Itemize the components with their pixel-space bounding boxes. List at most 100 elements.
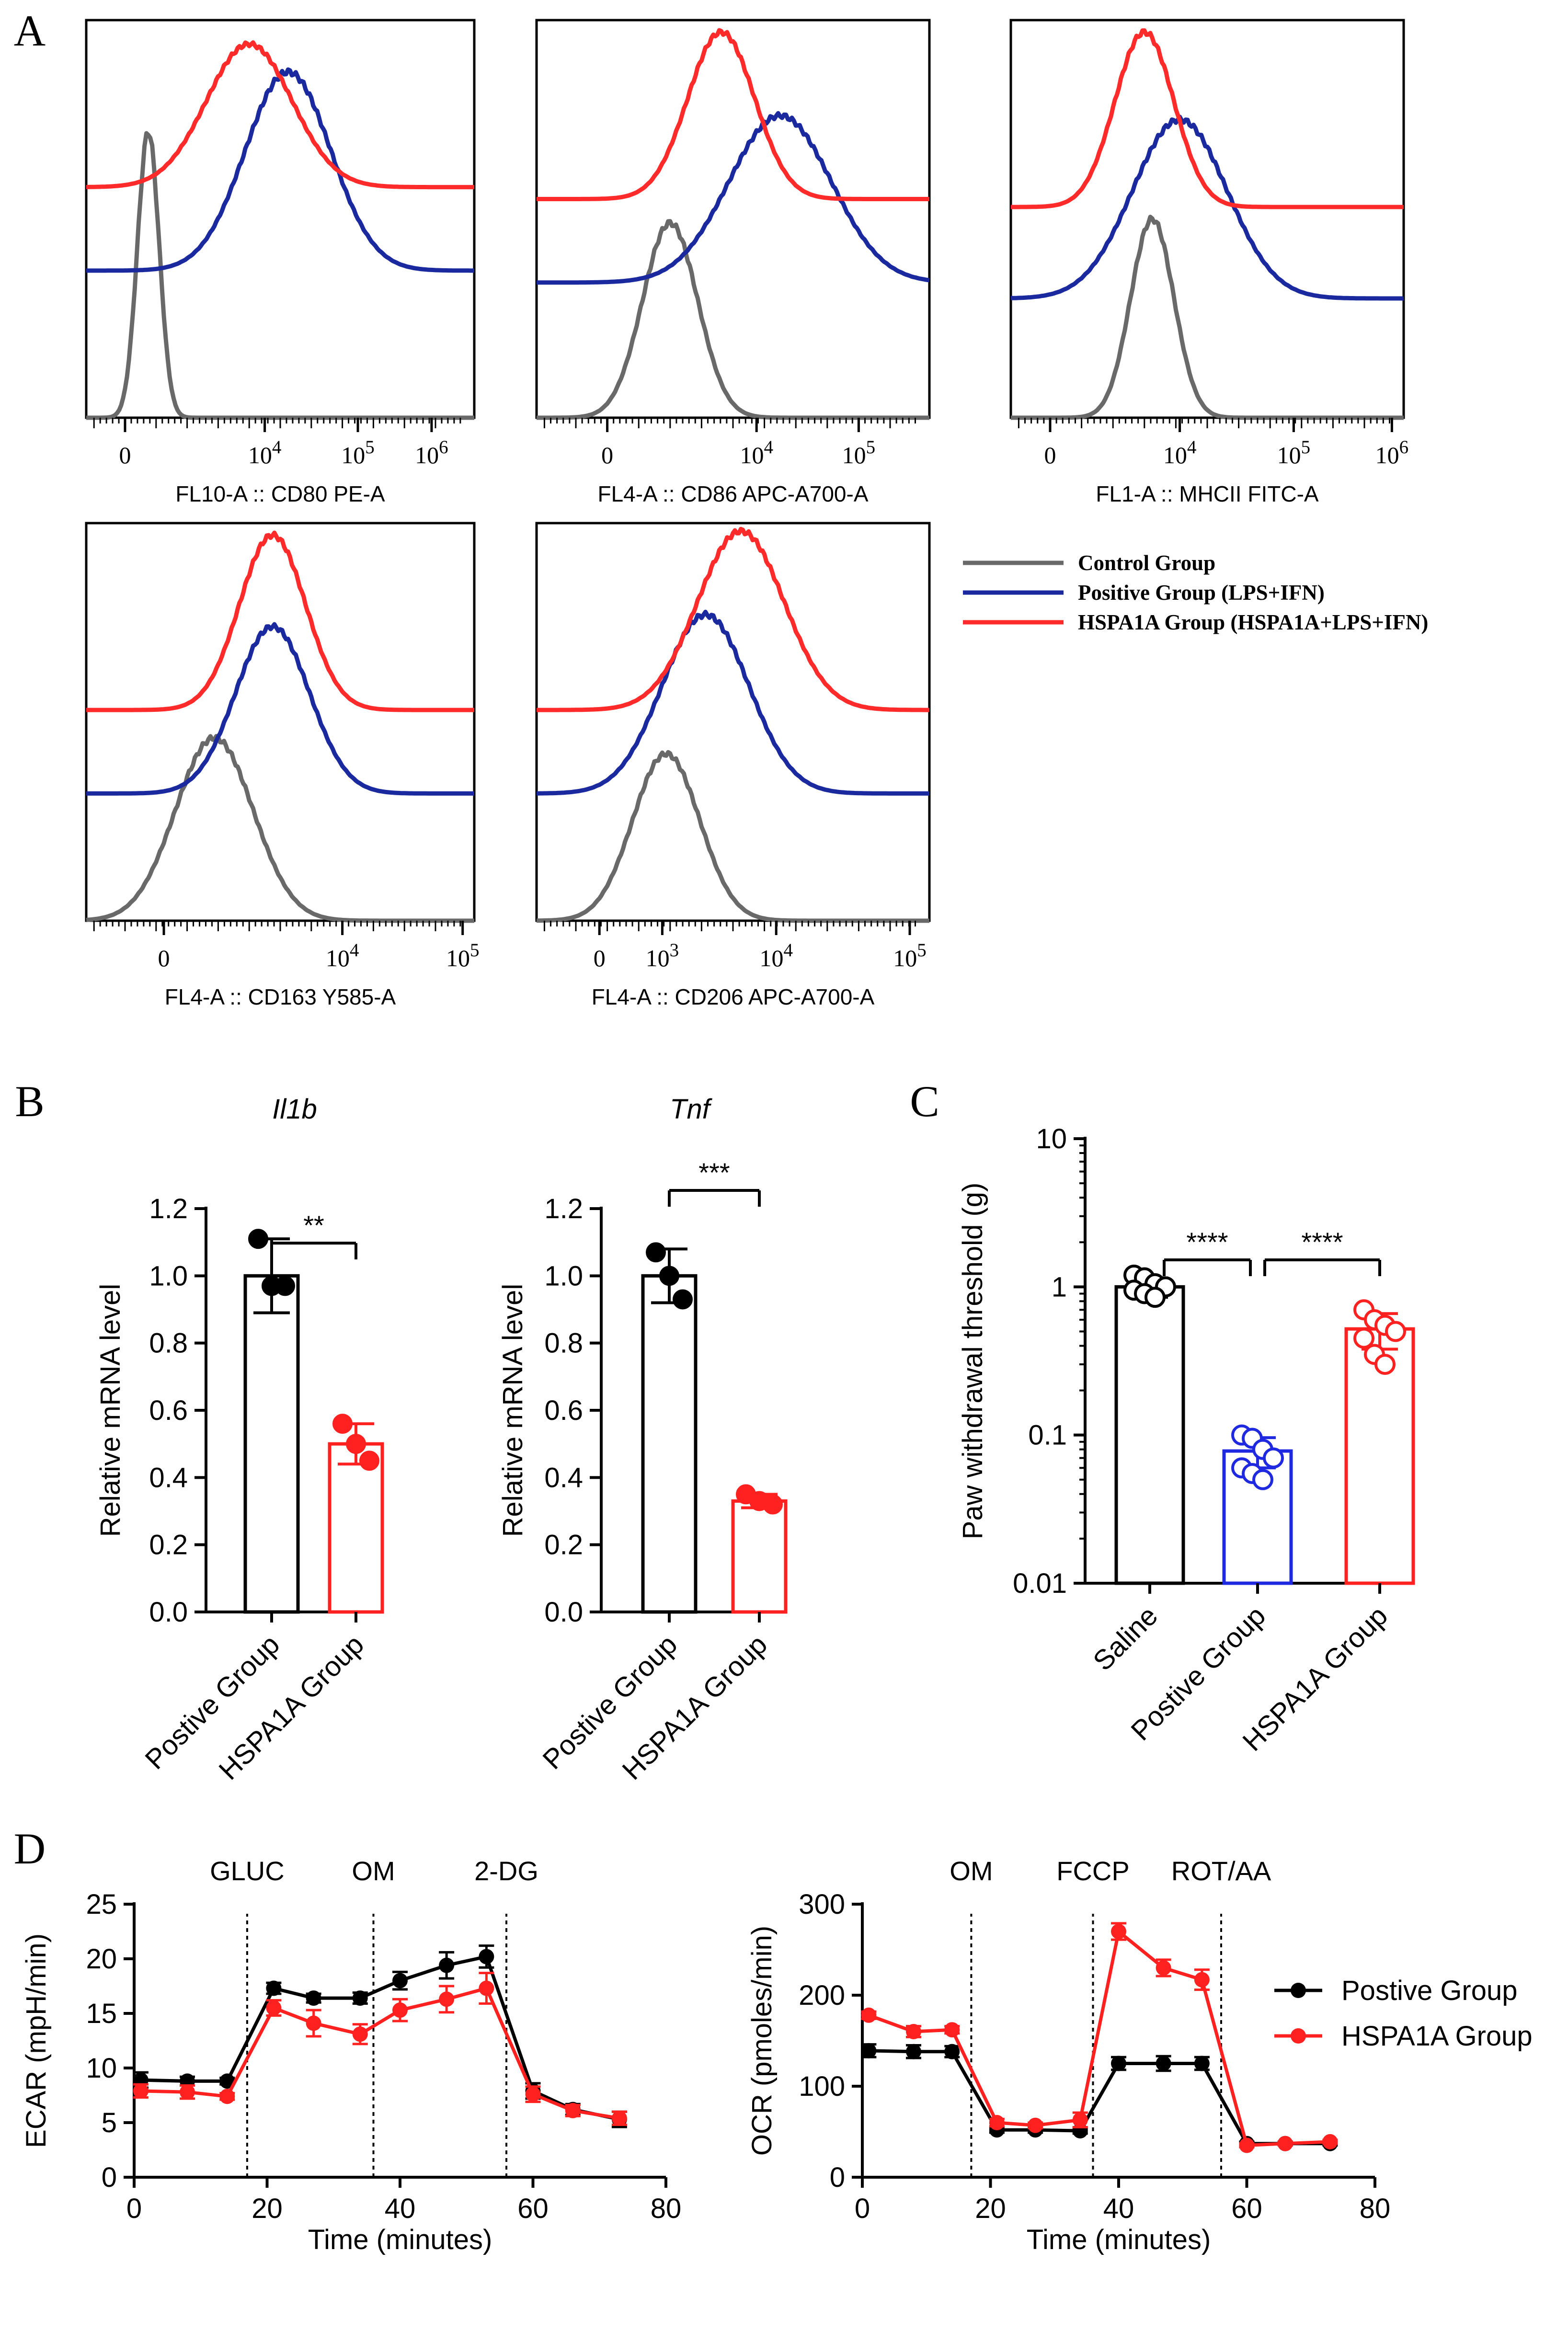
B2-y-tick-label: 0.0 — [544, 1597, 583, 1628]
D2-injection-label: ROT/AA — [1171, 1856, 1271, 1886]
D2-x-tick-label: 80 — [1360, 2193, 1391, 2224]
D1-injection-label: 2-DG — [474, 1856, 538, 1886]
A4-tick-label-base: 10 — [446, 945, 470, 971]
B2-bar-0 — [641, 1274, 698, 1614]
D1-point — [392, 1973, 408, 1988]
D1-point — [479, 1949, 494, 1965]
C-bar-0 — [1114, 1285, 1185, 1585]
B2-point-0 — [673, 1289, 693, 1310]
D2-point — [1194, 1972, 1210, 1988]
A5-tick-label: 105 — [893, 940, 927, 971]
legend-label-hspa1a: HSPA1A Group (HSPA1A+LPS+IFN) — [1078, 610, 1428, 634]
B1-y-tick-label: 1.0 — [149, 1260, 188, 1291]
A3-tick-label-base: 10 — [1163, 442, 1187, 468]
A2-histogram-control — [536, 219, 930, 420]
D1-point — [306, 1990, 321, 2006]
A5-tick-label: 103 — [646, 940, 679, 971]
D1-xlabel: Time (minutes) — [308, 2224, 492, 2255]
D2-point — [944, 2044, 960, 2059]
d-legend-marker-0 — [1291, 1983, 1306, 1998]
A4-histogram-hspa1a — [86, 530, 475, 712]
A2-tick-label-base: 10 — [740, 442, 764, 468]
D1-x-tick-label: 80 — [651, 2193, 682, 2224]
D1-point — [219, 2089, 235, 2104]
A1-tick-label: 0 — [119, 442, 131, 468]
D2-xlabel: Time (minutes) — [1027, 2224, 1211, 2255]
B1-bar-0 — [243, 1274, 300, 1614]
D2-y-tick-label: 300 — [799, 1889, 845, 1920]
B2-point-1 — [763, 1494, 783, 1515]
D1-point — [266, 2000, 282, 2016]
A4-frame — [85, 522, 476, 922]
A5-tick-label-exp: 5 — [917, 940, 927, 960]
D2-point — [861, 2007, 877, 2023]
B1-y-tick-label: 1.2 — [149, 1193, 188, 1224]
A5-tick-label-exp: 4 — [783, 940, 793, 960]
D2-point — [1156, 2056, 1171, 2071]
D2-y-tick-label: 0 — [830, 2162, 845, 2193]
A4-tick-label-base: 0 — [158, 945, 170, 971]
B1-point-1 — [346, 1434, 366, 1454]
B2-y-tick-label: 0.8 — [544, 1328, 583, 1359]
D2-point — [906, 2044, 921, 2059]
B2-y-tick-label: 0.2 — [544, 1530, 583, 1561]
D1-x-tick-label: 0 — [126, 2193, 142, 2224]
D1-point — [565, 2102, 581, 2118]
D2-point — [1322, 2134, 1338, 2149]
D2-x-tick-label: 60 — [1231, 2193, 1262, 2224]
D2-x-tick-label: 0 — [855, 2193, 870, 2224]
A2-tick-label-exp: 4 — [764, 437, 773, 457]
A3-tick-label-base: 10 — [1375, 442, 1399, 468]
A3-histogram-positive — [1010, 114, 1404, 301]
D1-injection-label: OM — [352, 1856, 395, 1886]
B1-ylabel: Relative mRNA level — [95, 1284, 126, 1537]
A3-tick-label-exp: 6 — [1399, 437, 1409, 457]
B2-title: Tnf — [670, 1094, 713, 1125]
B2-y-tick-label: 1.2 — [544, 1193, 583, 1224]
D1-ylabel: ECAR (mpH/min) — [21, 1933, 52, 2148]
A3-tick-label-exp: 4 — [1187, 437, 1197, 457]
D2-x-tick-label: 40 — [1103, 2193, 1134, 2224]
D2-injection-label: FCCP — [1056, 1856, 1129, 1886]
panel-label-b: B — [15, 1077, 44, 1126]
B1-point-1 — [359, 1451, 379, 1471]
A4-xlabel: FL4-A :: CD163 Y585-A — [165, 984, 396, 1009]
A4-histogram-positive — [86, 622, 475, 796]
A2-frame — [535, 19, 931, 419]
A4-tick-label: 104 — [326, 940, 359, 971]
C-y-tick-label: 0.01 — [1013, 1568, 1067, 1599]
A1-tick-label-base: 10 — [341, 442, 365, 468]
D2-point — [1277, 2136, 1293, 2151]
C-point-0 — [1145, 1287, 1166, 1308]
B1-y-tick-label: 0.4 — [149, 1462, 188, 1493]
A1-histogram-control — [86, 131, 475, 420]
A1-tick-label: 104 — [248, 437, 282, 468]
D1-point — [439, 1957, 455, 1973]
A3-histogram-hspa1a — [1010, 28, 1404, 209]
D2-point — [1111, 1924, 1126, 1939]
B1-point-1 — [332, 1414, 353, 1434]
D1-point — [392, 2002, 408, 2018]
A2-tick-label: 105 — [842, 437, 876, 468]
C-category-label: Saline — [1087, 1600, 1164, 1677]
A1-tick-label-base: 10 — [415, 442, 439, 468]
B1-y-tick-label: 0.2 — [149, 1530, 188, 1561]
D2-x-tick-label: 20 — [975, 2193, 1006, 2224]
legend-label-positive: Positive Group (LPS+IFN) — [1078, 581, 1325, 605]
B2-point-0 — [659, 1266, 679, 1286]
A4-histogram-control — [86, 734, 475, 923]
A4-tick-label-exp: 5 — [470, 940, 480, 960]
D1-point — [439, 1991, 455, 2007]
C-point-2 — [1374, 1354, 1396, 1375]
D1-point — [611, 2110, 627, 2126]
B2-significance: *** — [698, 1157, 730, 1188]
C-point-2 — [1353, 1327, 1374, 1349]
C-y-tick-label: 10 — [1036, 1123, 1067, 1154]
panel-label-c: C — [910, 1077, 939, 1126]
A1-histogram-hspa1a — [86, 40, 475, 190]
D2-y-tick-label: 200 — [799, 1980, 845, 2011]
B1-point-0 — [275, 1276, 295, 1296]
D2-series-line — [868, 1928, 1330, 2148]
B1-y-tick-label: 0.0 — [149, 1597, 188, 1628]
D2-point — [1239, 2137, 1255, 2153]
